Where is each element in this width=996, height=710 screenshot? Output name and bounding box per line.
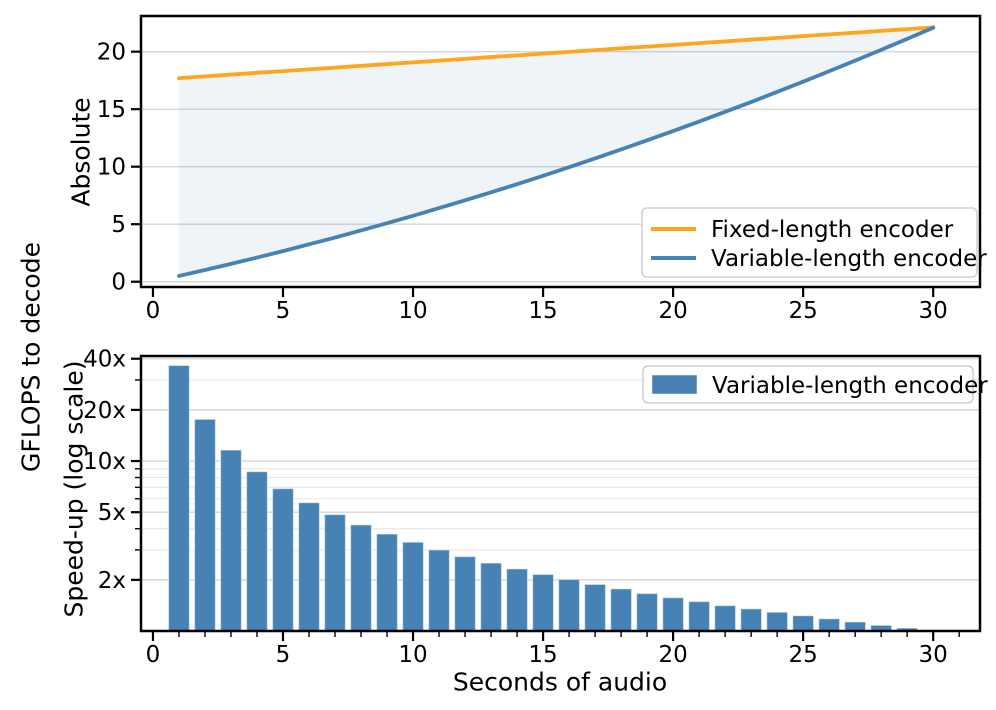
tick-label: 10 xyxy=(398,642,427,668)
bar xyxy=(506,568,529,632)
tick-label: 10 xyxy=(97,155,126,181)
figure-ylabel: GFLOPS to decode xyxy=(16,242,46,472)
legend-box xyxy=(641,207,978,278)
bar xyxy=(376,533,399,632)
bar xyxy=(818,618,841,632)
bar xyxy=(610,588,633,632)
x-ticks: 0 5 10 15 20 25 30 xyxy=(146,631,960,668)
tick-label: 5 xyxy=(276,298,291,324)
legend-label: Variable-length encoder xyxy=(712,373,988,399)
bottom-chart-ylabel: Speed-up (log scale) xyxy=(59,360,89,618)
axes-box xyxy=(139,354,982,633)
axes-box xyxy=(139,14,982,289)
bar xyxy=(662,597,685,632)
legend-label: Fixed-length encoder xyxy=(711,217,954,243)
top-chart-ylabel: Absolute xyxy=(66,97,96,207)
tick-label: 0 xyxy=(111,270,126,296)
bottom-legend: Variable-length encoder xyxy=(642,365,988,404)
bar xyxy=(688,600,711,632)
tick-label: 5 xyxy=(111,212,126,238)
y-ticks: 2x 5x 10x 20x 40x xyxy=(83,347,141,594)
bar xyxy=(167,364,190,632)
bar xyxy=(480,562,503,632)
variable-length-line xyxy=(177,25,936,278)
tick-label: 25 xyxy=(789,642,818,668)
bar xyxy=(584,583,607,632)
tick-label: 15 xyxy=(97,97,126,123)
top-chart: 0 5 10 15 20 0 5 10 15 20 25 30 Fixed-length encoder… xyxy=(97,14,987,324)
tick-label: 0 xyxy=(146,298,161,324)
bottom-chart: 2x 5x 10x 20x 40x 0 5 10 15 20 25 30 Variable-length… xyxy=(83,347,988,668)
bar xyxy=(558,578,581,632)
bar xyxy=(740,608,763,632)
tick-label: 20x xyxy=(83,398,126,424)
bar xyxy=(245,471,268,632)
tick-label: 30 xyxy=(919,642,948,668)
tick-label: 15 xyxy=(528,298,557,324)
bar xyxy=(844,621,867,632)
y-ticks: 0 5 10 15 20 xyxy=(97,40,141,296)
tick-label: 25 xyxy=(789,298,818,324)
bar xyxy=(636,592,659,632)
bar xyxy=(324,514,347,632)
bar xyxy=(193,418,216,632)
bottom-chart-xlabel: Seconds of audio xyxy=(452,667,668,697)
tick-label: 20 xyxy=(97,40,126,66)
tick-label: 2x xyxy=(98,568,126,594)
bar xyxy=(766,611,789,632)
bar xyxy=(792,615,815,632)
tick-label: 10 xyxy=(398,298,427,324)
fixed-length-line xyxy=(177,25,936,81)
tick-label: 40x xyxy=(83,347,126,373)
bar xyxy=(219,449,242,632)
bar xyxy=(714,605,737,632)
bar xyxy=(298,502,321,632)
bar xyxy=(532,573,555,632)
legend-box xyxy=(642,365,974,404)
legend-patch-swatch xyxy=(651,374,698,395)
bar xyxy=(402,541,425,632)
fill-between-area xyxy=(178,27,934,276)
tick-label: 10x xyxy=(83,449,126,475)
bar xyxy=(350,524,373,632)
tick-label: 20 xyxy=(658,298,687,324)
tick-label: 20 xyxy=(658,642,687,668)
tick-label: 15 xyxy=(528,642,557,668)
legend-label: Variable-length encoder xyxy=(711,246,987,272)
tick-label: 0 xyxy=(146,642,161,668)
bar xyxy=(271,488,295,632)
tick-label: 30 xyxy=(919,298,948,324)
bar xyxy=(428,549,451,632)
bar xyxy=(454,556,477,632)
top-legend: Fixed-length encoder Variable-length enco… xyxy=(641,207,987,278)
x-ticks: 0 5 10 15 20 25 30 xyxy=(146,287,948,324)
tick-label: 5 xyxy=(276,642,291,668)
tick-label: 5x xyxy=(98,500,126,526)
